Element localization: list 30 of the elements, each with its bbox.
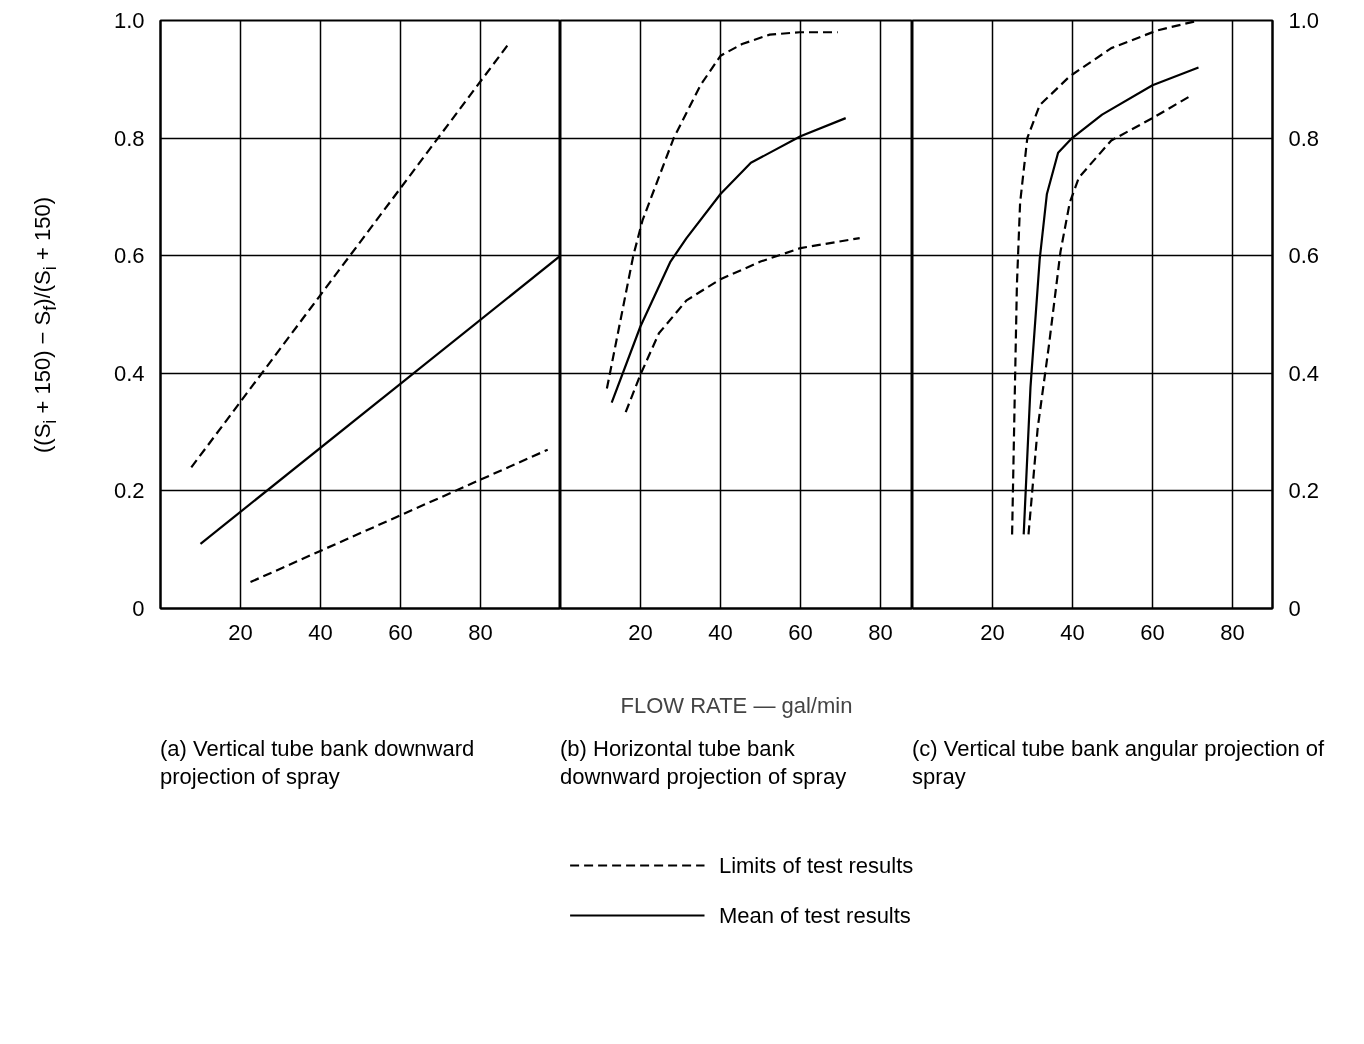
x-tick-label: 60 <box>388 619 413 645</box>
text: (a) Vertical tube bank downward projection of spray <box>160 735 476 790</box>
y-tick-label: 0 <box>132 596 145 621</box>
y-tick-label: 0.8 <box>1288 125 1320 151</box>
x-tick-label: 60 <box>788 619 813 645</box>
y-tick-label: 0.4 <box>113 360 145 386</box>
text: Limits of test results <box>718 853 914 878</box>
y-tick-label: 1.0 <box>1288 8 1320 33</box>
x-tick-label: 20 <box>980 619 1005 645</box>
y-tick-label: 0.6 <box>1288 243 1320 269</box>
x-axis-title: FLOW RATE — gal/min <box>620 692 853 718</box>
x-tick-label: 80 <box>468 619 493 645</box>
x-tick-label: 40 <box>1060 619 1085 645</box>
x-tick-label: 40 <box>308 619 333 645</box>
y-tick-label: 0.6 <box>113 243 145 269</box>
x-tick-label: 60 <box>1140 619 1165 645</box>
y-tick-label: 0 <box>1288 596 1301 621</box>
x-tick-label: 80 <box>868 619 893 645</box>
y-tick-label: 1.0 <box>113 8 145 33</box>
y-tick-label: 0.2 <box>1288 478 1320 504</box>
text: (c) Vertical tube bank angular projection of spray <box>912 735 1326 790</box>
text: (b) Horizontal tube bank downward projection of spray <box>560 735 848 790</box>
y-tick-label: 0.4 <box>1288 360 1320 386</box>
x-tick-label: 20 <box>628 619 653 645</box>
x-tick-label: 20 <box>228 619 253 645</box>
x-tick-label: 40 <box>708 619 733 645</box>
x-tick-label: 80 <box>1220 619 1245 645</box>
text: Mean of test results <box>718 903 911 928</box>
y-tick-label: 0.2 <box>113 478 145 504</box>
y-tick-label: 0.8 <box>113 125 145 151</box>
